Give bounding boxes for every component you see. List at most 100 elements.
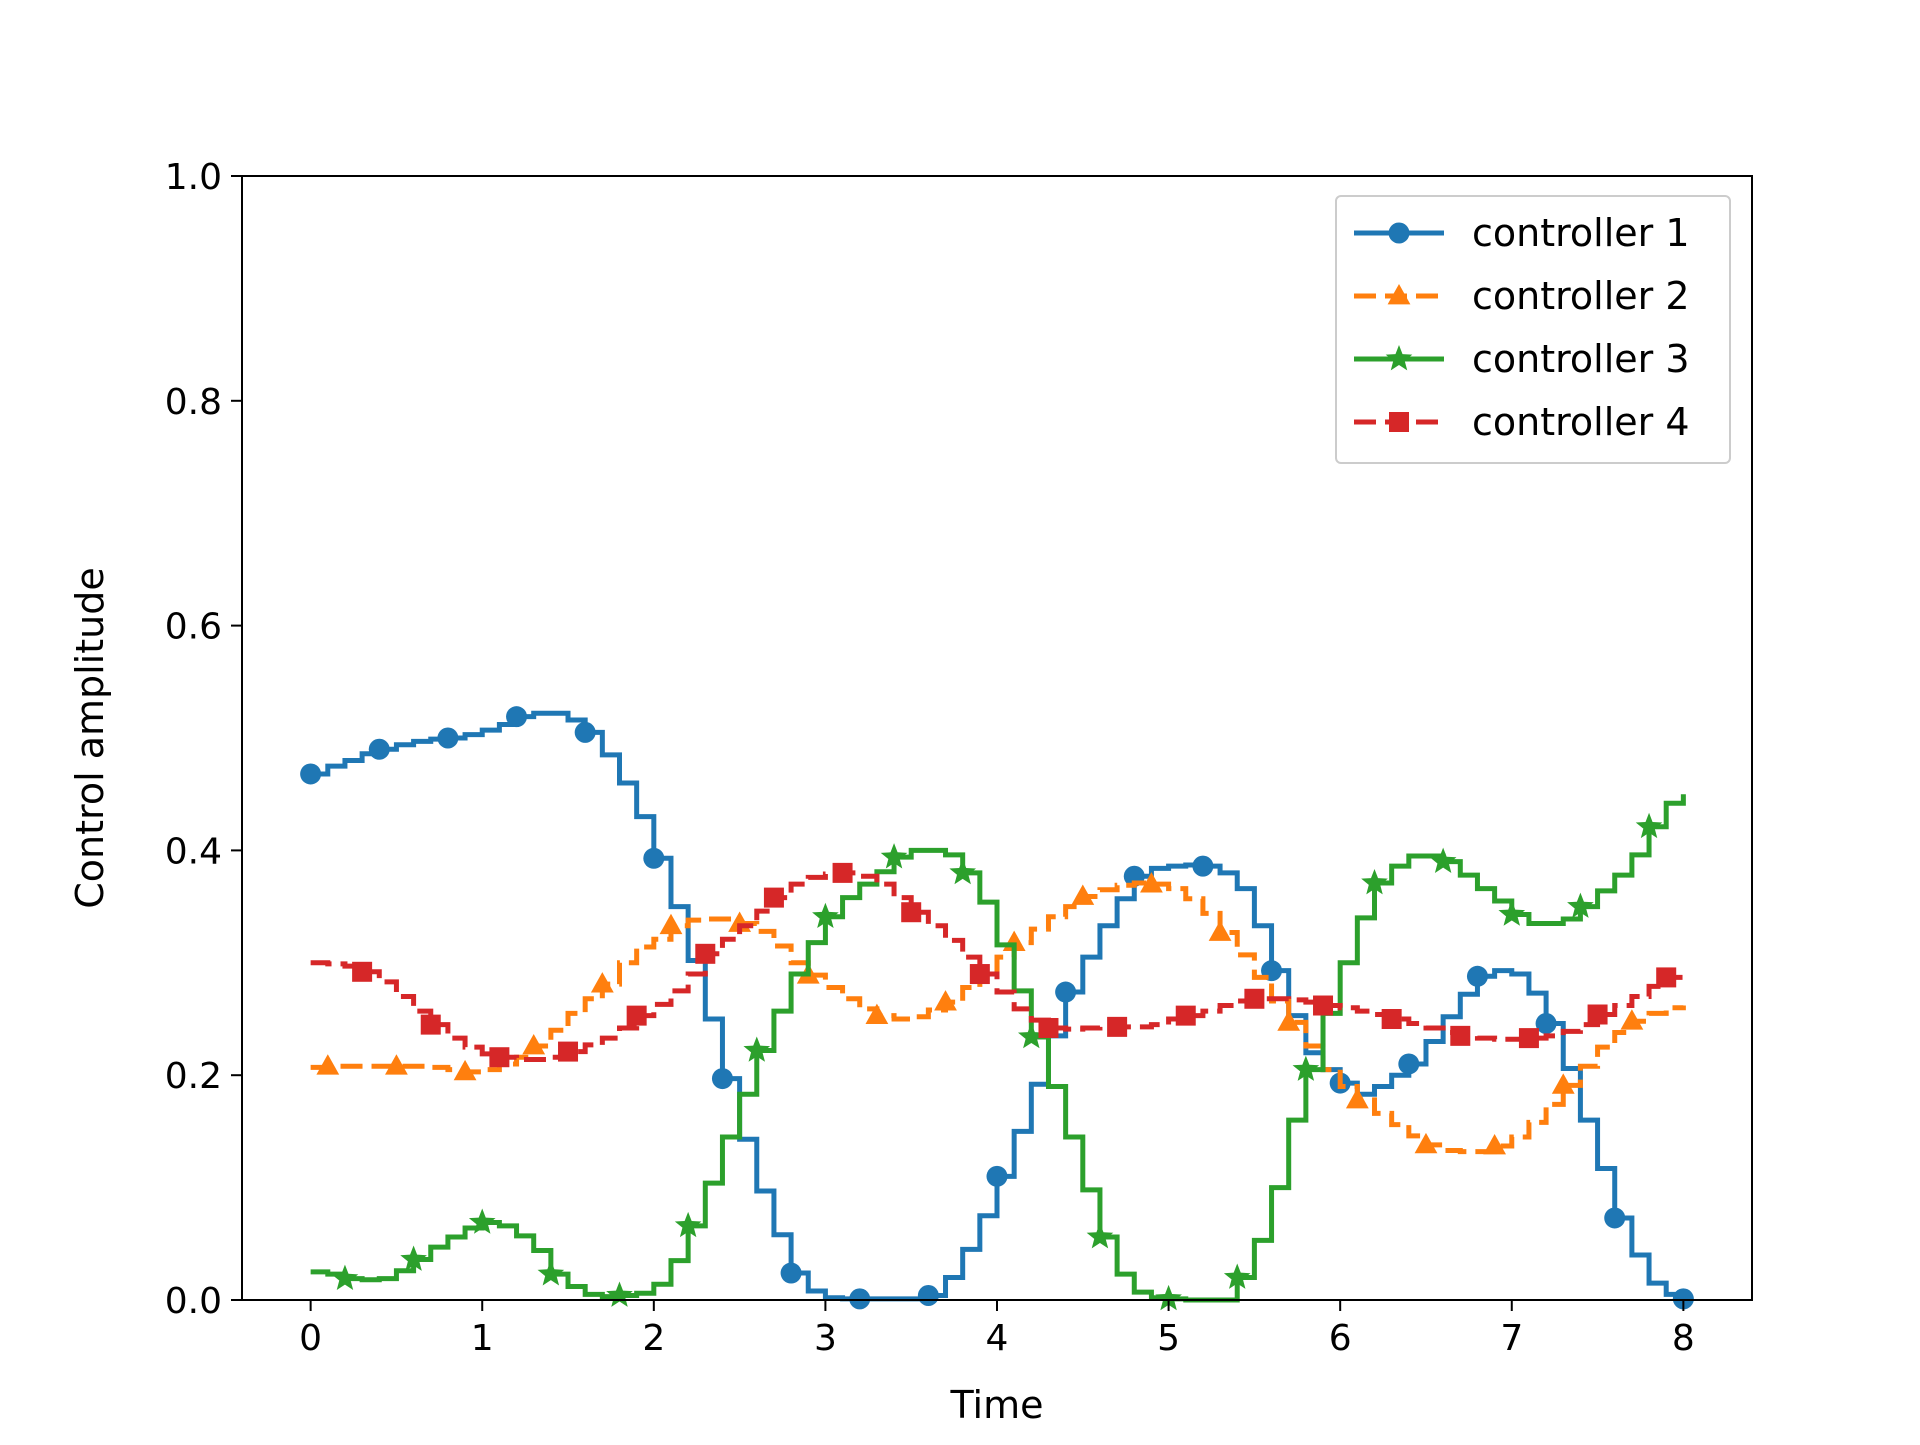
marker-controller-4-19 xyxy=(1656,967,1677,988)
marker-controller-2-18 xyxy=(1551,1073,1575,1094)
series-controller-3 xyxy=(310,794,1686,1311)
marker-controller-4-4 xyxy=(626,1005,647,1026)
axes: 0 1 2 3 4 5 6 7 8 0.0 0.2 0.4 0.6 0.8 1.0 Time Control a… xyxy=(68,157,1753,1427)
legend-label-controller-2: controller 2 xyxy=(1472,274,1690,318)
marker-controller-2-16 xyxy=(1414,1132,1438,1154)
marker-controller-4-6 xyxy=(763,887,784,908)
marker-controller-2-9 xyxy=(934,990,957,1011)
marker-controller-1-10 xyxy=(986,1165,1008,1187)
marker-controller-3-0 xyxy=(331,1264,359,1290)
legend-box xyxy=(1335,195,1731,464)
legend-entry-controller-1: controller 1 xyxy=(1354,211,1690,255)
marker-controller-2-3 xyxy=(522,1033,546,1055)
y-tick-label: 0.4 xyxy=(165,831,222,872)
marker-controller-4-16 xyxy=(1450,1025,1471,1046)
marker-controller-1-8 xyxy=(849,1288,871,1310)
marker-controller-3-16 xyxy=(1429,847,1457,873)
x-tick-label: 5 xyxy=(1157,1318,1180,1359)
marker-controller-4-11 xyxy=(1107,1016,1128,1037)
marker-controller-2-17 xyxy=(1483,1134,1507,1155)
marker-controller-3-10 xyxy=(1018,1022,1045,1049)
marker-controller-3-17 xyxy=(1498,900,1526,926)
marker-controller-4-0 xyxy=(352,961,373,982)
marker-controller-1-13 xyxy=(1192,855,1214,877)
marker-controller-4-10 xyxy=(1038,1017,1059,1038)
marker-controller-1-16 xyxy=(1398,1053,1420,1075)
marker-controller-1-6 xyxy=(711,1068,733,1090)
series-line-controller-2 xyxy=(310,880,1686,1155)
marker-controller-1-2 xyxy=(437,727,459,749)
marker-controller-2-5 xyxy=(659,913,683,935)
marker-controller-3-2 xyxy=(468,1208,496,1234)
marker-controller-3-1 xyxy=(400,1245,427,1271)
x-tick-label: 2 xyxy=(642,1318,665,1359)
y-tick-label: 0.2 xyxy=(165,1056,222,1097)
marker-controller-1-3 xyxy=(506,706,528,728)
marker-controller-2-8 xyxy=(865,1003,889,1025)
marker-controller-3-13 xyxy=(1223,1263,1251,1289)
marker-controller-2-12 xyxy=(1140,872,1163,893)
marker-controller-2-15 xyxy=(1345,1087,1369,1109)
legend-entry-controller-2: controller 2 xyxy=(1354,274,1690,318)
marker-controller-2-14 xyxy=(1277,1010,1301,1031)
marker-controller-4-17 xyxy=(1518,1028,1539,1049)
marker-controller-1-4 xyxy=(574,721,596,743)
y-tick-label: 1.0 xyxy=(165,157,222,198)
marker-controller-1-0 xyxy=(300,763,322,785)
marker-controller-1-5 xyxy=(643,847,665,869)
marker-controller-2-4 xyxy=(590,972,614,993)
marker-controller-2-1 xyxy=(385,1054,408,1075)
series-line-controller-1 xyxy=(310,710,1686,1302)
y-tick-label: 0.6 xyxy=(165,607,222,648)
plot-area xyxy=(300,706,1694,1311)
marker-controller-1-19 xyxy=(1604,1207,1626,1229)
marker-controller-3-12 xyxy=(1155,1284,1182,1311)
legend-entry-controller-3: controller 3 xyxy=(1354,337,1690,381)
legend: controller 1 controller 2 controller 3 cont… xyxy=(1335,195,1731,464)
series-controller-1 xyxy=(300,706,1694,1310)
marker-controller-4-1 xyxy=(420,1014,441,1035)
marker-controller-2-13 xyxy=(1208,920,1232,941)
marker-controller-1-11 xyxy=(1055,981,1077,1003)
marker-controller-3-14 xyxy=(1292,1055,1320,1081)
x-tick-label: 4 xyxy=(986,1318,1009,1359)
series-line-controller-3 xyxy=(310,794,1686,1303)
y-tick-label: 0.8 xyxy=(165,382,222,423)
marker-controller-3-8 xyxy=(880,843,908,869)
marker-controller-3-11 xyxy=(1086,1223,1114,1249)
marker-controller-2-2 xyxy=(453,1059,477,1081)
marker-controller-4-3 xyxy=(558,1041,579,1062)
series-controller-4 xyxy=(310,862,1686,1068)
marker-controller-1-17 xyxy=(1466,965,1488,987)
marker-controller-4-2 xyxy=(489,1047,510,1068)
x-axis-label: Time xyxy=(950,1383,1044,1427)
legend-label-controller-3: controller 3 xyxy=(1472,337,1690,381)
marker-controller-1-20 xyxy=(1672,1288,1694,1310)
legend-marker-controller-2 xyxy=(1387,284,1411,305)
marker-controller-4-15 xyxy=(1381,1009,1402,1029)
marker-controller-4-8 xyxy=(901,902,922,923)
legend-marker-controller-4 xyxy=(1389,412,1409,432)
marker-controller-1-7 xyxy=(780,1262,802,1284)
legend-entry-controller-4: controller 4 xyxy=(1354,400,1690,444)
marker-controller-4-12 xyxy=(1175,1005,1196,1026)
marker-controller-3-18 xyxy=(1567,892,1594,918)
marker-controller-2-19 xyxy=(1620,1009,1644,1030)
marker-controller-1-18 xyxy=(1535,1012,1557,1034)
marker-controller-3-9 xyxy=(949,858,976,885)
marker-controller-4-14 xyxy=(1313,995,1334,1016)
marker-controller-4-7 xyxy=(832,862,853,883)
x-tick-label: 6 xyxy=(1329,1318,1352,1359)
x-tick-label: 7 xyxy=(1500,1318,1523,1359)
marker-controller-4-13 xyxy=(1244,988,1265,1009)
legend-label-controller-1: controller 1 xyxy=(1472,211,1690,255)
marker-controller-3-3 xyxy=(537,1260,565,1286)
marker-controller-3-15 xyxy=(1361,869,1388,895)
marker-controller-3-19 xyxy=(1635,812,1663,839)
legend-marker-controller-1 xyxy=(1388,222,1410,244)
marker-controller-3-5 xyxy=(674,1211,702,1238)
marker-controller-3-4 xyxy=(606,1281,633,1307)
marker-controller-3-6 xyxy=(743,1036,771,1062)
